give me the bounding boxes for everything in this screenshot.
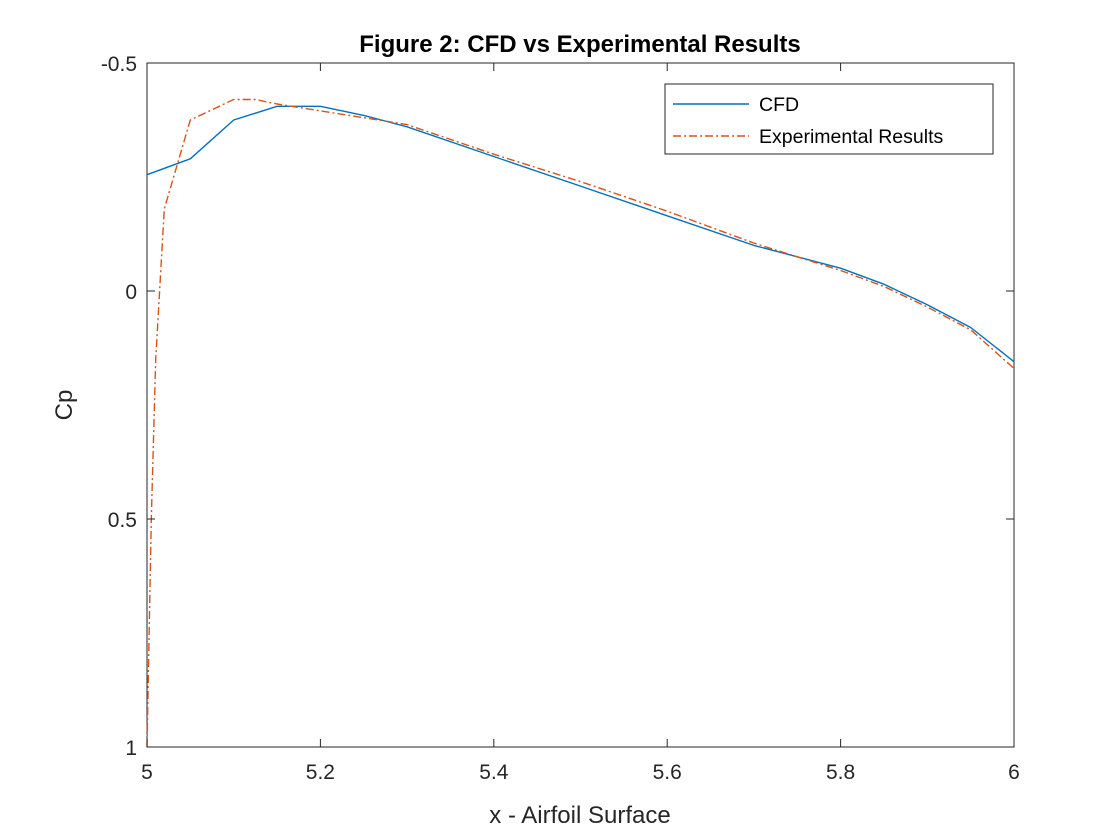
y-tick-label: -0.5 [101,53,137,76]
series-line-1 [146,98,1015,748]
legend: CFD Experimental Results [664,83,994,155]
x-tick-label: 5.6 [653,761,682,784]
series-line-0 [146,105,1015,363]
y-tick-label: 1 [125,737,137,760]
legend-box [664,83,994,155]
series-layer [146,98,1015,748]
x-tick-label: 5.4 [479,761,509,784]
chart-title: Figure 2: CFD vs Experimental Results [359,31,800,58]
x-tick-label: 5 [141,761,153,784]
legend-label-0: CFD [759,94,799,116]
x-tick-label: 6 [1008,761,1020,784]
legend-label-1: Experimental Results [759,126,943,148]
y-tick-label: 0.5 [108,509,137,532]
axes-box [146,62,1015,748]
x-axis-label: x - Airfoil Surface [489,802,670,829]
x-tick-label: 5.8 [826,761,855,784]
y-tick-label: 0 [125,281,137,304]
plot-area [146,62,1015,748]
y-axis-label: Cp [51,390,78,421]
x-tick-label: 5.2 [306,761,335,784]
tick-layer: 5 5.2 5.4 5.6 5.8 6 -0.5 0 0.5 1 [101,53,1020,784]
